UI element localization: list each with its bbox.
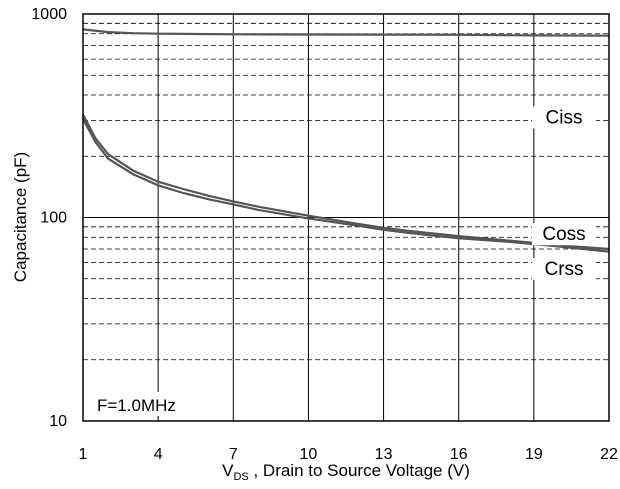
x-tick-label: 10 [300, 446, 318, 463]
x-tick-label: 1 [79, 446, 88, 463]
x-tick-label: 4 [154, 446, 163, 463]
label-layer: 1 4 7 10 13 16 19 22 10 100 1000 Ciss Coss Crss [31, 6, 618, 463]
series-layer [82, 28, 610, 253]
grid-layer [83, 14, 609, 421]
x-tick-label: 16 [450, 446, 468, 463]
series-label-coss: Coss [542, 224, 585, 245]
series-line-ciss [82, 28, 610, 37]
series-label-background [532, 106, 596, 129]
series-line-coss [82, 114, 610, 251]
annotation-frequency: F=1.0MHz [97, 396, 176, 415]
x-axis-label: VDS , Drain to Source Voltage (V) [222, 461, 470, 483]
annotation-background [90, 392, 212, 416]
y-tick-label: 1000 [31, 6, 67, 23]
x-axis-label-subscript: DS [233, 471, 248, 483]
series-line-crss [82, 118, 610, 253]
x-tick-label: 13 [375, 446, 393, 463]
series-label-crss: Crss [544, 259, 583, 280]
x-tick-label: 22 [600, 446, 618, 463]
plot-frame [82, 13, 610, 422]
x-tick-label: 19 [525, 446, 543, 463]
y-tick-label: 100 [40, 210, 67, 227]
y-tick-label: 10 [49, 413, 67, 430]
x-tick-label: 7 [229, 446, 238, 463]
x-axis-label-rest: , Drain to Source Voltage (V) [249, 461, 470, 480]
series-label-ciss: Ciss [546, 107, 583, 128]
x-axis-label-main: V [222, 461, 234, 480]
series-label-background [532, 223, 596, 246]
series-label-background [532, 257, 596, 280]
y-axis-label: Capacitance (pF) [11, 152, 30, 282]
